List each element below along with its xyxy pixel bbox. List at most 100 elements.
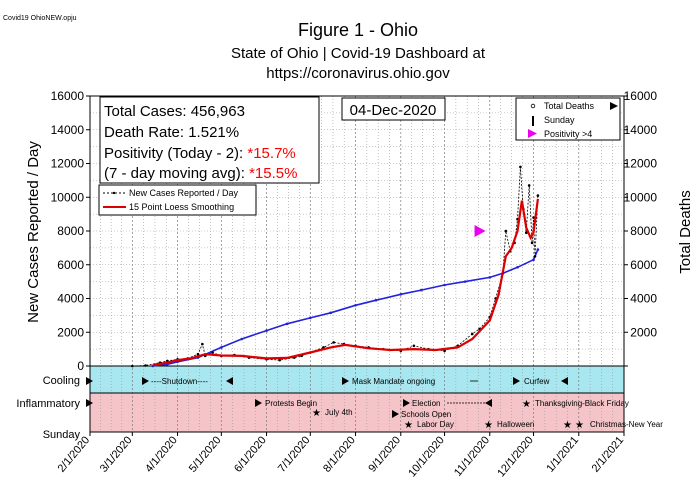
y2-tick-label: 4000 bbox=[630, 292, 657, 306]
total-deaths-point bbox=[536, 248, 540, 251]
new-cases-point bbox=[532, 216, 535, 219]
curfew-end-arrow-icon bbox=[561, 377, 568, 385]
y-axis-left: 0 2000 4000 6000 8000 10000 12000 14000 16000 bbox=[51, 89, 90, 373]
stat-positivity-today: Positivity (Today - 2): *15.7% bbox=[104, 145, 296, 162]
new-cases-point bbox=[530, 241, 534, 245]
new-cases-point bbox=[278, 358, 281, 362]
y2-tick-label: 8000 bbox=[630, 224, 657, 238]
x-tick-label: 8/1/2020 bbox=[321, 434, 358, 475]
event-thanksgiving: Thanksgiving-Black Friday bbox=[535, 399, 629, 408]
total-deaths-point bbox=[309, 316, 312, 320]
x-tick-label: 3/1/2020 bbox=[98, 434, 135, 475]
series-layer bbox=[131, 165, 540, 368]
legend-left bbox=[98, 184, 257, 216]
y-tick-label: 4000 bbox=[57, 292, 84, 306]
total-deaths-point bbox=[285, 322, 289, 326]
row-label-sunday: Sunday bbox=[43, 429, 81, 441]
y2-tick-label: 10000 bbox=[624, 190, 658, 204]
event-halloween: Halloween bbox=[497, 420, 534, 429]
total-deaths-point bbox=[354, 303, 357, 307]
new-cases-point bbox=[211, 351, 214, 354]
christmas-star-icon-1: ★ bbox=[563, 420, 572, 431]
new-cases-point bbox=[131, 364, 134, 368]
inflammatory-arrow-icon bbox=[86, 399, 93, 407]
y-tick-label: 6000 bbox=[57, 258, 84, 272]
cooling-arrow-icon bbox=[86, 377, 93, 385]
x-tick-label: 6/1/2020 bbox=[232, 434, 269, 475]
date-label: 04-Dec-2020 bbox=[350, 102, 437, 119]
legend-sunday-label: Sunday bbox=[544, 115, 575, 125]
christmas-star-icon-2: ★ bbox=[575, 420, 584, 431]
july4-star-icon: ★ bbox=[312, 408, 321, 419]
curfew-arrow-icon bbox=[513, 377, 520, 385]
total-deaths-point bbox=[463, 280, 467, 283]
x-tick-label: 1/1/2021 bbox=[544, 434, 581, 475]
y-tick-label: 0 bbox=[77, 359, 84, 373]
total-deaths-point bbox=[419, 288, 423, 292]
total-deaths-point bbox=[443, 283, 446, 287]
y2-tick-label: 14000 bbox=[624, 123, 658, 137]
new-cases-point bbox=[196, 352, 200, 356]
x-axis: 2/1/2020 3/1/2020 4/1/2020 5/1/2020 6/1/2020… bbox=[56, 432, 626, 479]
election-arrow-icon bbox=[403, 399, 410, 407]
event-curfew: Curfew bbox=[524, 377, 550, 386]
x-tick-label: 4/1/2020 bbox=[143, 434, 180, 475]
halloween-star-icon: ★ bbox=[484, 420, 493, 431]
chart-title: Figure 1 - Ohio bbox=[298, 20, 418, 40]
schools-arrow-icon bbox=[392, 410, 399, 418]
new-cases-point bbox=[332, 341, 335, 344]
new-cases-point bbox=[144, 364, 147, 367]
file-label: Covid19 OhioNEW.opju bbox=[3, 15, 77, 22]
event-bands bbox=[90, 366, 624, 432]
new-cases-point bbox=[470, 332, 474, 336]
shutdown-end-arrow-icon bbox=[226, 377, 233, 385]
new-cases-point bbox=[533, 255, 537, 258]
positivity-marker bbox=[474, 225, 486, 237]
x-tick-label: 10/1/2020 bbox=[406, 434, 447, 479]
row-label-cooling: Cooling bbox=[43, 375, 80, 387]
event-christmas: Christmas-New Year bbox=[590, 420, 663, 429]
chart-subtitle-line1: State of Ohio | Covid-19 Dashboard at bbox=[231, 45, 486, 62]
cooling-band bbox=[90, 366, 624, 393]
y-tick-label: 10000 bbox=[51, 190, 85, 204]
total-deaths-point bbox=[374, 298, 378, 302]
y2-tick-label: 6000 bbox=[630, 258, 657, 272]
y2-tick-label: 2000 bbox=[630, 325, 657, 339]
plot-frame bbox=[89, 95, 625, 433]
total-deaths-point bbox=[488, 276, 492, 279]
total-deaths-point bbox=[329, 311, 333, 315]
event-shutdown: ----Shutdown---- bbox=[151, 377, 208, 386]
y-tick-label: 16000 bbox=[51, 89, 85, 103]
thanksgiving-star-icon: ★ bbox=[522, 399, 531, 410]
x-tick-label: 9/1/2020 bbox=[366, 434, 403, 475]
total-deaths-point bbox=[240, 337, 244, 341]
shutdown-start-arrow-icon bbox=[142, 377, 149, 385]
total-deaths-point bbox=[265, 329, 268, 332]
stat-total-cases: Total Cases: 456,963 bbox=[104, 103, 245, 120]
new-cases-point bbox=[412, 344, 416, 348]
y-axis-right: 2000 4000 6000 8000 10000 12000 14000 16000 bbox=[624, 89, 658, 367]
event-july4: July 4th bbox=[325, 408, 353, 417]
chart-subtitle-line2: https://coronavirus.ohio.gov bbox=[266, 65, 450, 82]
inflammatory-events: Protests Begin Election ★ Thanksgiving-B… bbox=[86, 399, 663, 431]
y-tick-label: 12000 bbox=[51, 157, 85, 171]
y-tick-label: 2000 bbox=[57, 325, 84, 339]
legend-total-deaths-label: Total Deaths bbox=[544, 101, 595, 111]
y2-tick-label: 12000 bbox=[624, 157, 658, 171]
y-tick-label: 8000 bbox=[57, 224, 84, 238]
protests-arrow-icon bbox=[255, 399, 262, 407]
event-labor-day: Labor Day bbox=[417, 420, 454, 429]
stats-box bbox=[99, 96, 320, 184]
y-axis-label: New Cases Reported / Day bbox=[25, 141, 42, 323]
legend-smoothing-label: 15 Point Loess Smoothing bbox=[129, 202, 234, 212]
y2-axis-label: Total Deaths bbox=[677, 190, 694, 273]
legend-total-deaths-marker bbox=[530, 103, 536, 109]
legend-new-cases-label: New Cases Reported / Day bbox=[129, 188, 239, 198]
x-tick-label: 12/1/2020 bbox=[495, 434, 536, 479]
mask-arrow-icon bbox=[342, 377, 349, 385]
stat-positivity-avg: (7 - day moving avg): *15.5% bbox=[104, 165, 297, 182]
legend-new-cases-dot bbox=[112, 191, 116, 195]
x-tick-label: 11/1/2020 bbox=[452, 434, 492, 479]
legend-arrow-icon bbox=[610, 102, 618, 110]
